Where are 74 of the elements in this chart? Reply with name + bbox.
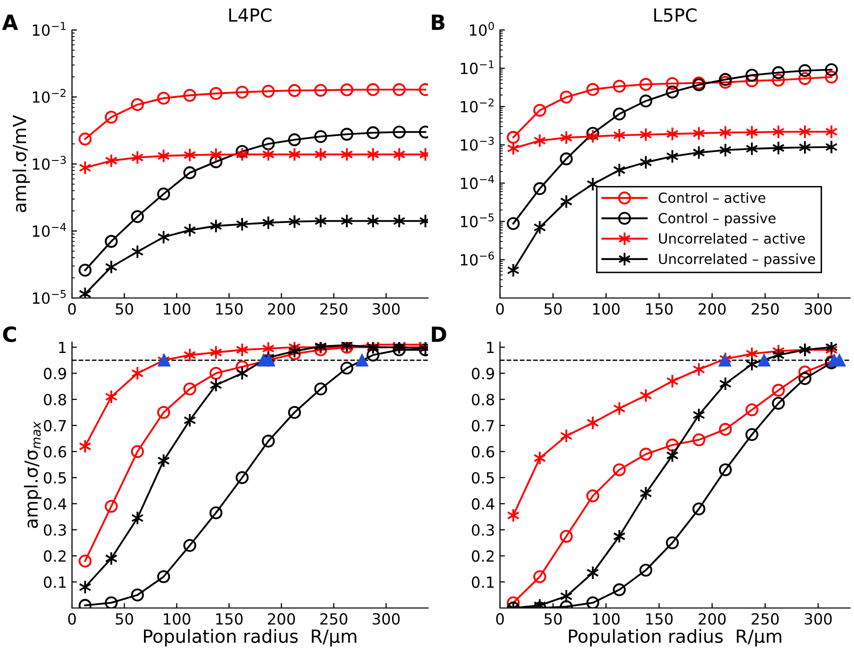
y-tick-label: 10$^{−4}$: [32, 223, 66, 237]
y-tick-label: 0.1: [44, 576, 66, 588]
x-tick-label: 150: [646, 303, 673, 315]
x-tick-label: 0: [496, 613, 504, 625]
y-tick-label: 0.6: [44, 446, 66, 458]
y-tick-label: 0.2: [44, 550, 66, 562]
y-tick-label: 10$^{−1}$: [460, 60, 494, 74]
x-tick-label: 0: [496, 303, 504, 315]
y-tick-label: 0.5: [472, 472, 494, 484]
x-axis-title: Population radius R/μm: [144, 629, 356, 647]
x-tick-label: 250: [752, 613, 779, 625]
y-tick-label: 0.1: [472, 576, 494, 588]
x-tick-label: 0: [68, 613, 76, 625]
x-tick-label: 0: [68, 303, 76, 315]
x-tick-label: 200: [268, 303, 295, 315]
chart-title: L5PC: [654, 8, 697, 22]
y-tick-label: 0.8: [44, 394, 66, 406]
text: D: [432, 326, 446, 342]
x-tick-label: 50: [116, 303, 134, 315]
x-tick-label: 100: [593, 303, 620, 315]
x-tick-label: 300: [372, 303, 400, 315]
x-tick-label: 50: [544, 613, 562, 625]
y-tick-label: 0.2: [472, 550, 494, 562]
x-tick-label: 100: [164, 303, 190, 315]
legend-label: Control – active: [658, 192, 766, 203]
y-tick-label: 10$^{−2}$: [32, 88, 66, 103]
x-axis-title: Population radius R/μm: [568, 629, 782, 647]
y-tick-label: 1: [59, 342, 66, 354]
x-tick-label: 300: [372, 613, 400, 625]
legend-label: Uncorrelated – passive: [659, 253, 816, 267]
x-tick-label: 200: [268, 613, 295, 625]
x-tick-label: 200: [698, 303, 726, 315]
legend-label: Uncorrelated – active: [659, 233, 805, 244]
y-tick-label: 1: [487, 342, 494, 354]
legend-label: Control – passive: [658, 212, 776, 226]
y-tick-label: 0.4: [44, 498, 66, 510]
x-tick-label: 50: [116, 613, 134, 625]
y-tick-label: 10$^{−5}$: [32, 290, 66, 304]
x-tick-label: 250: [320, 303, 348, 315]
y-tick-label: 10$^{−2}$: [460, 98, 494, 112]
y-tick-label: 10$^{0}$: [470, 22, 494, 36]
y-tick-label: 10$^{−5}$: [460, 213, 494, 228]
y-axis-title: ampl.σ/σ$_{max}$: [24, 421, 42, 528]
x-tick-label: 100: [593, 613, 620, 625]
x-tick-label: 300: [804, 613, 832, 625]
y-tick-label: 0.9: [44, 368, 66, 380]
y-tick-label: 10$^{−3}$: [460, 136, 494, 151]
x-tick-label: 150: [216, 303, 243, 315]
y-tick-label: 0.4: [472, 498, 494, 510]
y-tick-label: 0.9: [472, 368, 494, 380]
text: A: [2, 14, 18, 30]
y-tick-label: 10$^{−1}$: [32, 22, 66, 36]
y-tick-label: 0.3: [472, 524, 494, 536]
x-tick-label: 150: [216, 613, 243, 625]
text: B: [432, 14, 444, 30]
x-tick-label: 250: [752, 303, 779, 315]
x-tick-label: 100: [164, 613, 190, 625]
y-tick-label: 10$^{−6}$: [460, 252, 494, 266]
x-tick-label: 200: [698, 613, 726, 625]
text: C: [3, 326, 16, 342]
y-tick-label: 0.6: [472, 446, 494, 458]
x-tick-label: 150: [646, 613, 673, 625]
x-tick-label: 300: [804, 303, 832, 315]
x-tick-label: 250: [320, 613, 348, 625]
y-tick-label: 0.8: [472, 394, 494, 406]
y-tick-label: 0.3: [44, 524, 66, 536]
y-tick-label: 10$^{−3}$: [32, 156, 66, 170]
y-tick-label: 0.5: [44, 472, 66, 484]
y-tick-label: 0.7: [44, 420, 66, 432]
x-tick-label: 50: [544, 303, 562, 315]
y-tick-label: 10$^{−4}$: [460, 175, 494, 190]
y-axis-title: ampl.σ/mV: [12, 114, 30, 212]
chart-title: L4PC: [229, 8, 272, 22]
y-tick-label: 0.7: [472, 420, 494, 432]
